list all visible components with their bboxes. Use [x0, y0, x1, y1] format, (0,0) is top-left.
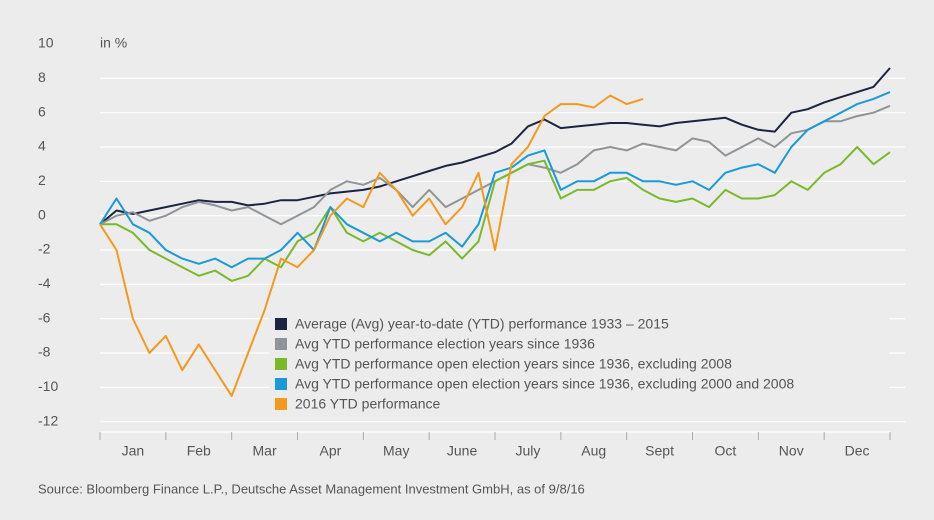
x-tick-label: Aug	[581, 443, 606, 459]
y-tick-label: -10	[38, 378, 58, 394]
y-tick-label: -2	[38, 241, 51, 257]
y-tick-label: 6	[38, 103, 46, 119]
x-tick-label: June	[447, 443, 478, 459]
series-line	[99, 94, 644, 397]
legend-swatch	[275, 398, 287, 410]
x-tick-label: May	[383, 443, 409, 459]
series-line	[99, 104, 891, 226]
legend-swatch	[275, 338, 287, 350]
y-tick-label: -8	[38, 344, 51, 360]
series-line	[100, 146, 891, 282]
x-tick-label: Jan	[122, 443, 145, 459]
legend-swatch	[275, 318, 287, 330]
x-tick-label: Oct	[715, 443, 737, 459]
legend-label: Avg YTD performance election years since…	[295, 336, 595, 352]
y-tick-label: 0	[38, 206, 46, 222]
legend-label: 2016 YTD performance	[295, 396, 440, 412]
legend-label: Avg YTD performance open election years …	[295, 356, 732, 372]
y-tick-label: 8	[38, 69, 46, 85]
x-tick-label: Feb	[187, 443, 211, 459]
x-tick-label: Mar	[253, 443, 277, 459]
y-tick-label: -4	[38, 275, 51, 291]
y-tick-label: 4	[38, 138, 46, 154]
y-tick-label: 2	[38, 172, 46, 188]
y-unit-label: in %	[100, 35, 127, 51]
series-line	[99, 67, 891, 226]
x-tick-label: Dec	[845, 443, 870, 459]
y-tick-label: 10	[38, 35, 54, 51]
legend-label: Average (Avg) year-to-date (YTD) perform…	[295, 316, 669, 332]
legend-swatch	[275, 378, 287, 390]
y-tick-label: -12	[38, 412, 58, 428]
source: Source: Bloomberg Finance L.P., Deutsche…	[38, 481, 585, 496]
x-tick-label: Nov	[779, 443, 804, 459]
series-line	[99, 91, 891, 269]
x-tick-label: Apr	[320, 443, 342, 459]
legend-background	[269, 312, 889, 418]
legend-swatch	[275, 358, 287, 370]
legend-label: Avg YTD performance open election years …	[295, 376, 794, 392]
x-tick-label: Sept	[645, 443, 674, 459]
y-tick-label: -6	[38, 309, 51, 325]
x-tick-label: July	[515, 443, 540, 459]
